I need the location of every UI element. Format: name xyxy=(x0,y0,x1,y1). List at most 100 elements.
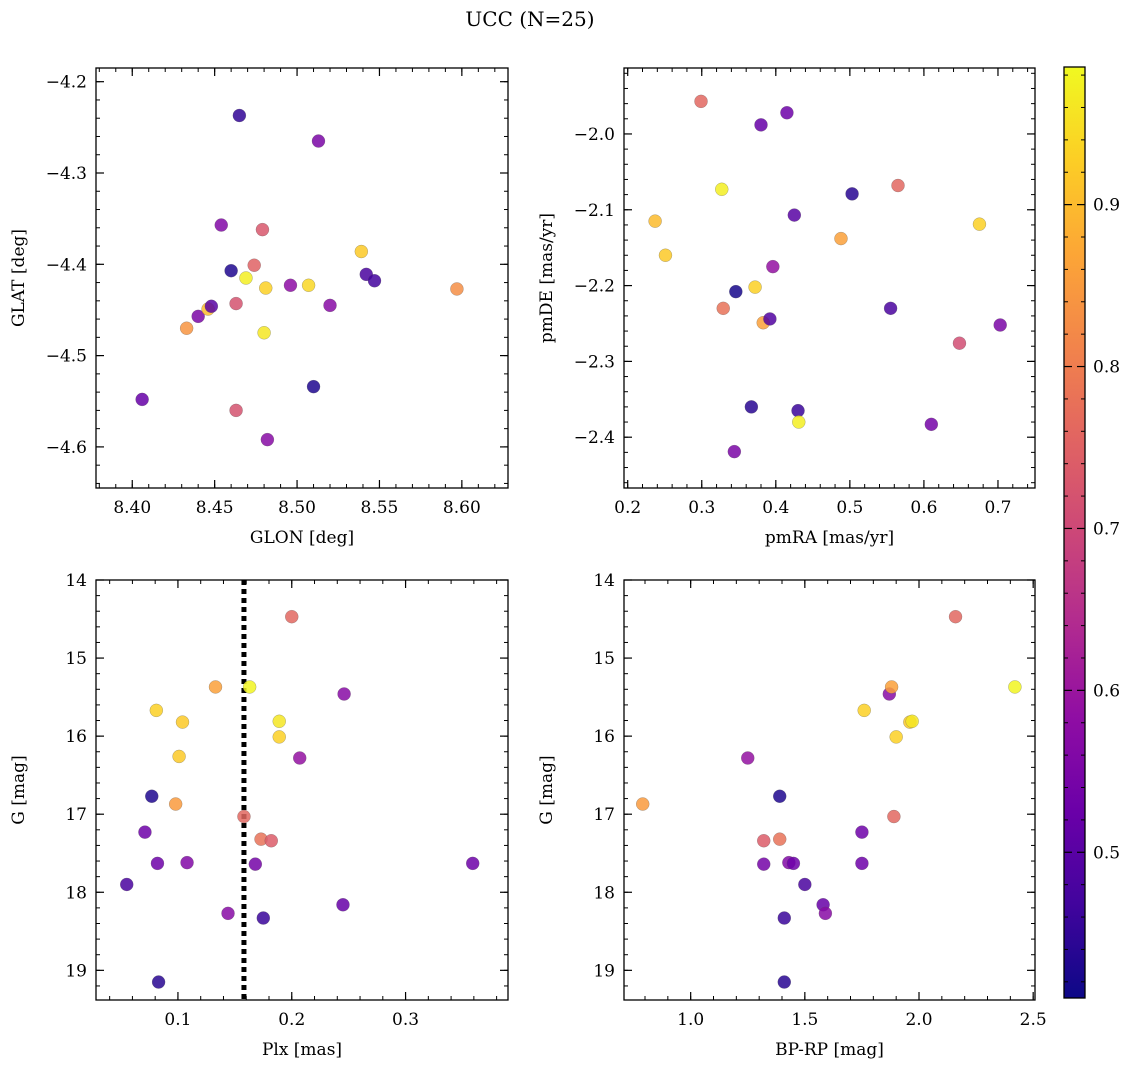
data-point xyxy=(306,379,321,394)
data-point xyxy=(237,809,251,824)
x-tick-label: 8.50 xyxy=(278,498,316,518)
data-point xyxy=(135,392,149,407)
data-point xyxy=(757,857,771,871)
data-point xyxy=(855,856,869,871)
data-point xyxy=(257,326,271,340)
data-point xyxy=(924,417,939,432)
data-point xyxy=(214,218,228,232)
data-point xyxy=(857,703,871,718)
data-point xyxy=(179,321,194,335)
data-point xyxy=(792,415,806,429)
x-tick-label: 8.40 xyxy=(113,498,151,518)
data-point xyxy=(972,217,987,231)
data-point xyxy=(905,714,919,729)
data-point xyxy=(834,231,848,246)
data-point xyxy=(889,730,903,744)
y-axis-label: G [mag] xyxy=(9,755,29,824)
colorbar-tick-label: 0.6 xyxy=(1093,681,1120,701)
colorbar-tick-label: 0.7 xyxy=(1093,519,1120,539)
data-point xyxy=(323,298,337,313)
data-point xyxy=(242,680,257,694)
data-point xyxy=(150,856,165,871)
y-tick-label: −2.4 xyxy=(574,428,615,448)
data-point xyxy=(367,274,382,288)
data-point xyxy=(247,258,261,272)
x-tick-label: 0.5 xyxy=(836,498,863,518)
data-point xyxy=(887,809,901,824)
data-point xyxy=(272,730,286,744)
data-point xyxy=(741,751,755,765)
data-point xyxy=(172,749,186,764)
y-tick-label: 15 xyxy=(65,649,87,669)
y-tick-label: −4.4 xyxy=(46,255,87,275)
y-tick-label: 17 xyxy=(593,805,615,825)
y-tick-label: −2.0 xyxy=(574,125,615,145)
colorbar-gradient xyxy=(1064,67,1085,998)
data-point xyxy=(648,214,662,228)
data-point xyxy=(285,609,299,624)
x-tick-label: 0.3 xyxy=(392,1010,419,1030)
data-point xyxy=(204,299,219,314)
panel-glon-glat: 8.40 8.45 8.50 8.55 8.60 −4.6 −4.5 −4.4 −4.3 −4.2… xyxy=(9,67,509,548)
data-point xyxy=(727,444,742,459)
data-point xyxy=(748,280,762,294)
data-point xyxy=(763,312,777,326)
y-tick-label: 17 xyxy=(65,805,87,825)
x-tick-label: 1.0 xyxy=(677,1010,704,1030)
data-point xyxy=(757,834,771,848)
panel-plx-g: 0.1 0.2 0.3 14 15 16 17 18 19 Plx [mas] G [mag] xyxy=(9,571,509,1060)
data-point xyxy=(777,975,791,989)
plot-frame-glon-glat xyxy=(95,67,509,489)
data-point xyxy=(283,278,298,293)
data-point xyxy=(891,178,905,193)
data-point xyxy=(466,856,480,871)
data-point xyxy=(845,187,859,201)
data-point xyxy=(248,857,263,871)
data-point xyxy=(952,336,967,350)
x-axis-label: pmRA [mas/yr] xyxy=(765,528,894,548)
x-tick-label: 0.2 xyxy=(614,498,641,518)
x-tick-label: 0.6 xyxy=(910,498,937,518)
y-tick-label: −4.3 xyxy=(46,164,87,184)
data-point xyxy=(264,834,278,848)
data-point xyxy=(791,403,805,418)
figure-title: UCC (N=25) xyxy=(465,7,594,31)
panel-pmra-pmde: 0.2 0.3 0.4 0.5 0.6 0.7 −2.4 −2.3 −2.2 −2.1 −2.0 pm… xyxy=(537,67,1036,548)
data-point xyxy=(729,284,743,299)
colorbar-tick-label: 0.9 xyxy=(1093,196,1120,216)
data-point xyxy=(180,855,194,870)
data-point xyxy=(149,703,164,718)
y-tick-label: −4.5 xyxy=(46,347,87,367)
data-point xyxy=(256,911,271,925)
y-tick-label: 19 xyxy=(593,961,615,981)
colorbar-frame xyxy=(1063,66,1086,999)
colorbar-tick-label: 0.5 xyxy=(1093,843,1120,863)
data-point xyxy=(716,301,730,316)
y-tick-label: −2.3 xyxy=(574,352,615,372)
data-point xyxy=(780,106,794,120)
data-point xyxy=(232,108,247,123)
data-point xyxy=(948,609,963,624)
data-point xyxy=(151,975,166,989)
data-point xyxy=(354,244,369,259)
data-point xyxy=(636,797,650,811)
data-point xyxy=(884,680,899,694)
x-tick-label: 2.0 xyxy=(905,1010,932,1030)
data-point xyxy=(786,856,801,871)
data-point xyxy=(224,263,238,278)
plot-frame-plx-g xyxy=(95,579,509,1001)
y-tick-label: 14 xyxy=(593,571,615,591)
plot-frame-pmra-pmde xyxy=(623,67,1036,489)
y-tick-label: 18 xyxy=(65,883,87,903)
data-point xyxy=(777,911,791,925)
data-point xyxy=(694,94,708,109)
y-tick-label: 19 xyxy=(65,961,87,981)
data-point xyxy=(818,906,833,921)
y-tick-label: −2.1 xyxy=(574,201,615,221)
y-tick-label: 16 xyxy=(593,727,615,747)
data-point xyxy=(773,789,787,803)
data-point xyxy=(138,825,152,839)
data-point xyxy=(260,432,275,447)
y-tick-label: −4.2 xyxy=(46,73,87,93)
